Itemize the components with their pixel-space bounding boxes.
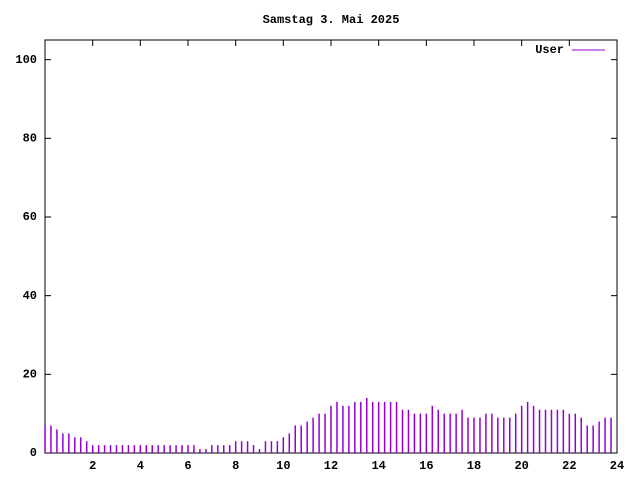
x-tick-label: 18	[467, 459, 481, 473]
x-tick-label: 16	[419, 459, 433, 473]
y-tick-label: 80	[23, 132, 37, 146]
y-tick-label: 40	[23, 289, 37, 303]
y-tick-label: 100	[15, 53, 37, 67]
chart-title: Samstag 3. Mai 2025	[263, 13, 400, 27]
y-tick-label: 20	[23, 368, 37, 382]
x-tick-label: 8	[232, 459, 239, 473]
x-tick-label: 6	[184, 459, 191, 473]
legend-label: User	[535, 43, 564, 57]
x-tick-label: 2	[89, 459, 96, 473]
x-tick-label: 14	[371, 459, 385, 473]
x-tick-label: 4	[137, 459, 144, 473]
x-tick-label: 10	[276, 459, 290, 473]
x-tick-label: 12	[324, 459, 338, 473]
x-tick-label: 20	[514, 459, 528, 473]
y-tick-label: 60	[23, 210, 37, 224]
x-tick-label: 24	[610, 459, 624, 473]
x-tick-label: 22	[562, 459, 576, 473]
y-tick-label: 0	[30, 446, 37, 460]
